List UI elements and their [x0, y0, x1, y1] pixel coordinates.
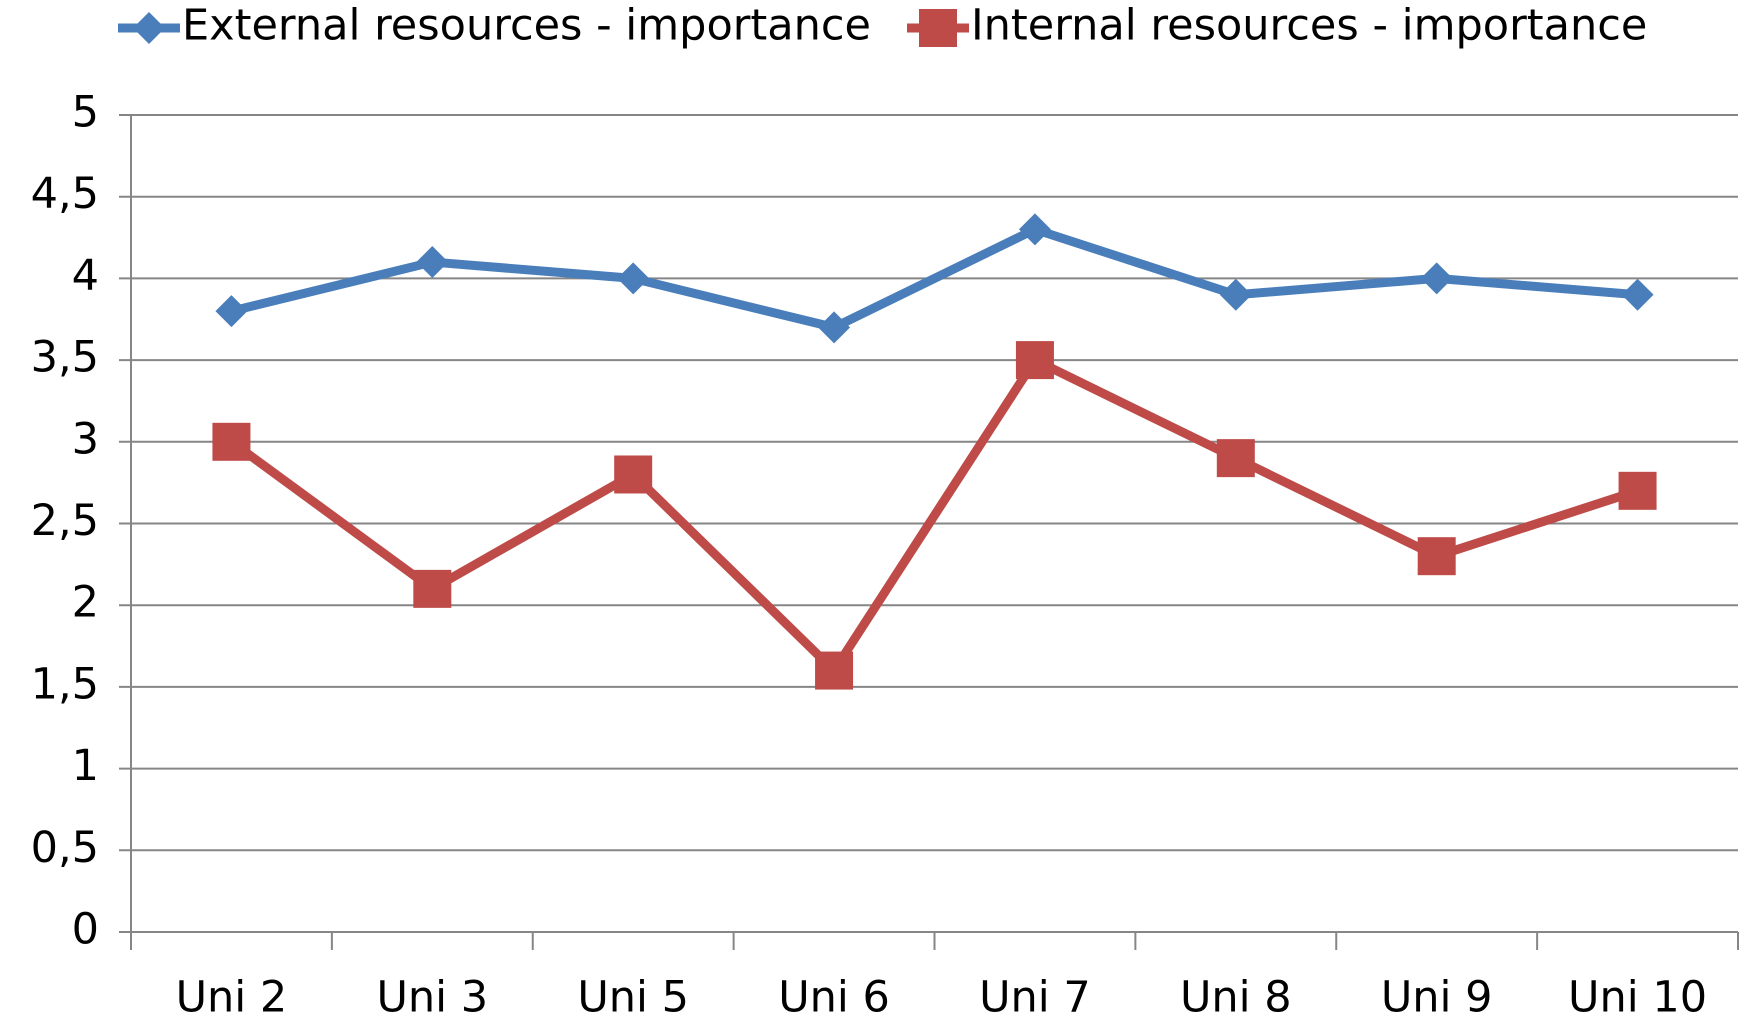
y-tick-label: 4,5	[31, 169, 99, 219]
y-tick-label: 0,5	[31, 823, 99, 873]
point	[1018, 213, 1051, 246]
y-tick-label: 2,5	[31, 496, 99, 546]
legend-label: Internal resources - importance	[971, 1, 1647, 51]
point	[1618, 471, 1657, 510]
y-tick-label: 1,5	[31, 659, 99, 709]
point	[1015, 341, 1054, 380]
point	[416, 246, 449, 279]
y-tick-label: 1	[72, 741, 99, 791]
point	[1417, 537, 1456, 576]
point	[413, 569, 452, 608]
point	[818, 311, 851, 344]
legend-label: External resources - importance	[182, 1, 871, 51]
x-tick-label: Uni 3	[376, 973, 488, 1021]
y-tick-label: 2	[72, 578, 99, 628]
x-tick-label: Uni 6	[778, 973, 890, 1021]
point	[614, 455, 653, 494]
point	[1420, 262, 1453, 295]
point	[815, 651, 854, 690]
x-tick-label: Uni 9	[1381, 973, 1493, 1021]
point	[1216, 439, 1255, 478]
x-tick-label: Uni 7	[979, 973, 1091, 1021]
y-tick-label: 0	[72, 905, 99, 955]
legend-marker	[133, 12, 165, 44]
x-tick-label: Uni 10	[1568, 973, 1707, 1021]
series-line	[228, 355, 1639, 676]
y-tick-label: 4	[72, 251, 99, 301]
legend-marker	[919, 9, 957, 47]
x-tick-label: Uni 8	[1180, 973, 1292, 1021]
point	[212, 422, 251, 461]
y-tick-label: 5	[72, 88, 99, 138]
point	[1621, 278, 1654, 311]
y-tick-label: 3,5	[31, 333, 99, 383]
x-tick-label: Uni 5	[577, 973, 689, 1021]
y-tick-label: 3	[72, 414, 99, 464]
point	[1219, 278, 1252, 311]
series-line	[230, 224, 1638, 332]
point	[215, 295, 248, 328]
x-tick-label: Uni 2	[176, 973, 288, 1021]
point	[617, 262, 650, 295]
